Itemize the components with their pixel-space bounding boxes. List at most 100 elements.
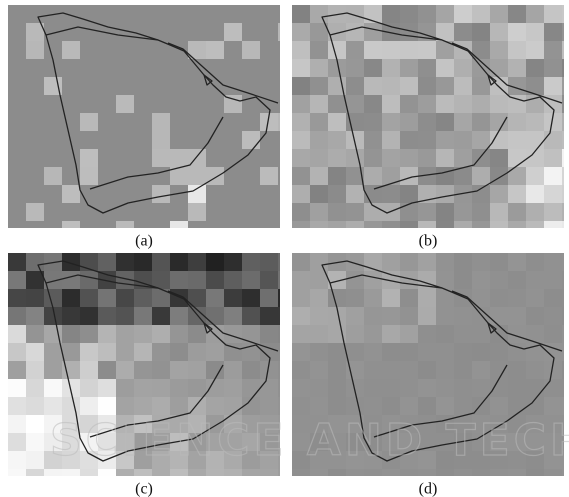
raster-cell [224,307,242,325]
raster-cell [116,149,134,167]
raster-cell [80,131,98,149]
raster-cell [26,343,44,361]
raster-cell [436,379,454,397]
raster-cell [98,379,116,397]
raster-cell [364,59,382,77]
raster-cell [508,271,526,289]
panel-label: (a) [135,233,153,250]
raster-cell [188,343,206,361]
raster-cell [490,5,508,23]
raster-cell [454,131,472,149]
raster-cell [116,361,134,379]
raster-cell [26,41,44,59]
raster-cell [328,397,346,415]
raster-cell [526,203,544,221]
raster-cell [80,307,98,325]
raster-cell [544,5,562,23]
raster-cell [310,77,328,95]
raster-cell [206,5,224,23]
raster-cell [508,379,526,397]
raster-cell [242,131,260,149]
raster-cell [472,185,490,203]
raster-cell [260,77,278,95]
raster-cell [44,379,62,397]
raster-cell [562,5,569,23]
raster-cell [224,361,242,379]
raster-cell [80,95,98,113]
raster-cell [418,95,436,113]
raster-cell [454,41,472,59]
raster-cell [328,221,346,239]
raster-cell [544,271,562,289]
raster-cell [206,149,224,167]
raster-cell [346,343,364,361]
raster-cell [472,113,490,131]
raster-cell [382,95,400,113]
raster-cell [206,397,224,415]
raster-cell [152,95,170,113]
raster-cell [188,113,206,131]
raster-cell [490,307,508,325]
raster-cell [436,185,454,203]
raster-cell [400,185,418,203]
raster-cell [134,397,152,415]
raster-cell [328,131,346,149]
raster-cell [152,221,170,239]
raster-cell [62,343,80,361]
raster-cell [116,5,134,23]
raster-cell [346,149,364,167]
raster-cell [364,77,382,95]
raster-cell [62,325,80,343]
raster-cell [364,221,382,239]
raster-cell [400,113,418,131]
raster-cell [260,289,278,307]
raster-cell [562,343,569,361]
raster-cell [472,131,490,149]
raster-cell [310,253,328,271]
raster-cell [292,361,310,379]
raster-cell [170,131,188,149]
raster-cell [62,307,80,325]
raster-cell [62,289,80,307]
raster-cell [134,95,152,113]
raster-cell [382,343,400,361]
raster-cell [116,379,134,397]
raster-cell [292,95,310,113]
raster-cell [526,41,544,59]
raster-cell [436,397,454,415]
raster-cell [328,113,346,131]
raster-cell [116,59,134,77]
raster-cell [152,77,170,95]
raster-cell [206,41,224,59]
raster-cell [310,131,328,149]
raster-cell [526,307,544,325]
raster-cell [454,95,472,113]
raster-cell [508,149,526,167]
raster-cell [292,77,310,95]
raster-cell [8,307,26,325]
raster-cell [8,167,26,185]
raster-cell [224,271,242,289]
raster-cell [346,95,364,113]
raster-cell [80,113,98,131]
raster-cell [170,361,188,379]
raster-cell [454,289,472,307]
raster-cell [526,221,544,239]
raster-cell [26,113,44,131]
raster-cell [116,131,134,149]
raster-cell [8,221,26,239]
raster-cell [44,149,62,167]
raster-cell [328,203,346,221]
raster-cell [472,167,490,185]
raster-cell [382,469,400,487]
raster-cell [44,113,62,131]
raster-cell [292,289,310,307]
raster-cell [8,95,26,113]
raster-cell [44,167,62,185]
raster-cell [116,289,134,307]
raster-cell [224,289,242,307]
raster-cell [436,167,454,185]
raster-cell [224,131,242,149]
raster-cell [188,23,206,41]
raster-cell [8,131,26,149]
